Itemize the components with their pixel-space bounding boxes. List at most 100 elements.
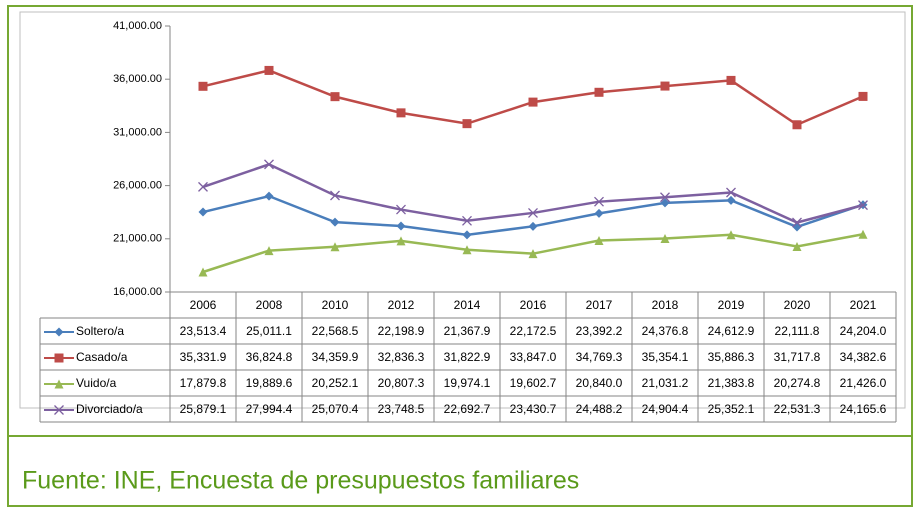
table-value: 35,886.3 <box>708 350 755 364</box>
x-tick-label: 2017 <box>586 298 613 312</box>
marker <box>396 236 406 246</box>
marker <box>792 217 802 228</box>
marker <box>792 222 802 232</box>
table-value: 24,904.4 <box>642 402 689 416</box>
x-tick-label: 2010 <box>322 298 349 312</box>
x-tick-label: 2006 <box>190 298 217 312</box>
x-tick-label: 2021 <box>850 298 877 312</box>
table-value: 23,392.2 <box>576 324 623 338</box>
marker <box>528 97 538 107</box>
marker <box>528 221 538 231</box>
table-value: 19,974.1 <box>444 376 491 390</box>
legend-label: Casado/a <box>76 350 128 364</box>
table-value: 25,352.1 <box>708 402 755 416</box>
marker <box>462 215 472 226</box>
table-value: 23,430.7 <box>510 402 557 416</box>
marker <box>858 229 868 239</box>
marker <box>594 236 604 246</box>
x-tick-label: 2008 <box>256 298 283 312</box>
marker <box>264 246 274 256</box>
table-value: 31,822.9 <box>444 350 491 364</box>
table-value: 34,359.9 <box>312 350 359 364</box>
marker <box>660 233 670 243</box>
x-tick-label: 2016 <box>520 298 547 312</box>
table-value: 21,031.2 <box>642 376 689 390</box>
marker <box>264 65 274 75</box>
y-tick-label: 21,000.00 <box>113 233 162 245</box>
table-value: 24,165.6 <box>840 402 887 416</box>
marker <box>396 108 406 118</box>
marker <box>462 119 472 129</box>
chart-border <box>19 11 906 409</box>
marker <box>330 242 340 252</box>
y-tick-label: 16,000.00 <box>113 286 162 298</box>
marker <box>462 245 472 255</box>
y-tick-label: 36,000.00 <box>113 73 162 85</box>
y-tick-label: 26,000.00 <box>113 180 162 192</box>
table-value: 24,612.9 <box>708 324 755 338</box>
marker <box>594 87 604 97</box>
marker <box>54 405 64 415</box>
marker <box>198 181 208 192</box>
marker <box>462 230 472 240</box>
marker <box>198 267 208 277</box>
table-value: 20,840.0 <box>576 376 623 390</box>
table-value: 25,879.1 <box>180 402 227 416</box>
table-value: 32,836.3 <box>378 350 425 364</box>
marker <box>330 92 340 102</box>
marker <box>726 187 736 198</box>
marker <box>858 91 868 101</box>
marker <box>54 353 64 363</box>
legend-label: Divorciado/a <box>76 402 143 416</box>
marker <box>594 208 604 218</box>
table-value: 22,692.7 <box>444 402 491 416</box>
table-value: 21,367.9 <box>444 324 491 338</box>
source: Fuente: INE, Encuesta de presupuestos fa… <box>22 467 579 495</box>
x-tick-label: 2012 <box>388 298 415 312</box>
marker <box>792 242 802 252</box>
table-value: 34,769.3 <box>576 350 623 364</box>
marker <box>726 230 736 240</box>
marker <box>396 204 406 215</box>
table-value: 33,847.0 <box>510 350 557 364</box>
x-tick-label: 2018 <box>652 298 679 312</box>
marker <box>264 191 274 201</box>
table-value: 36,824.8 <box>246 350 293 364</box>
table-value: 19,889.6 <box>246 376 293 390</box>
marker <box>198 81 208 91</box>
table-value: 20,807.3 <box>378 376 425 390</box>
table-value: 22,111.8 <box>775 324 820 338</box>
table-value: 17,879.8 <box>180 376 227 390</box>
marker <box>198 207 208 217</box>
marker <box>528 249 538 259</box>
x-tick-label: 2014 <box>454 298 481 312</box>
table-value: 25,070.4 <box>312 402 359 416</box>
table-value: 22,198.9 <box>378 324 425 338</box>
table-value: 19,602.7 <box>510 376 557 390</box>
y-tick-label: 31,000.00 <box>113 126 162 138</box>
table-value: 20,274.8 <box>774 376 821 390</box>
marker <box>660 198 670 208</box>
marker <box>594 196 604 207</box>
table-value: 35,354.1 <box>642 350 689 364</box>
table-value: 25,011.1 <box>246 324 292 338</box>
marker <box>792 120 802 130</box>
marker <box>54 379 64 389</box>
marker <box>726 195 736 205</box>
table-value: 24,204.0 <box>840 324 887 338</box>
table-value: 24,376.8 <box>642 324 689 338</box>
marker <box>858 200 868 211</box>
table-value: 22,568.5 <box>312 324 359 338</box>
table-value: 22,172.5 <box>510 324 557 338</box>
marker <box>264 159 274 170</box>
table-value: 22,531.3 <box>774 402 821 416</box>
frame <box>7 5 913 507</box>
table-value: 31,717.8 <box>774 350 821 364</box>
table-value: 23,513.4 <box>180 324 227 338</box>
table-value: 20,252.1 <box>312 376 359 390</box>
table-value: 21,426.0 <box>840 376 887 390</box>
marker <box>54 327 64 337</box>
series-line <box>202 69 864 127</box>
table-value: 27,994.4 <box>246 402 293 416</box>
marker <box>396 221 406 231</box>
